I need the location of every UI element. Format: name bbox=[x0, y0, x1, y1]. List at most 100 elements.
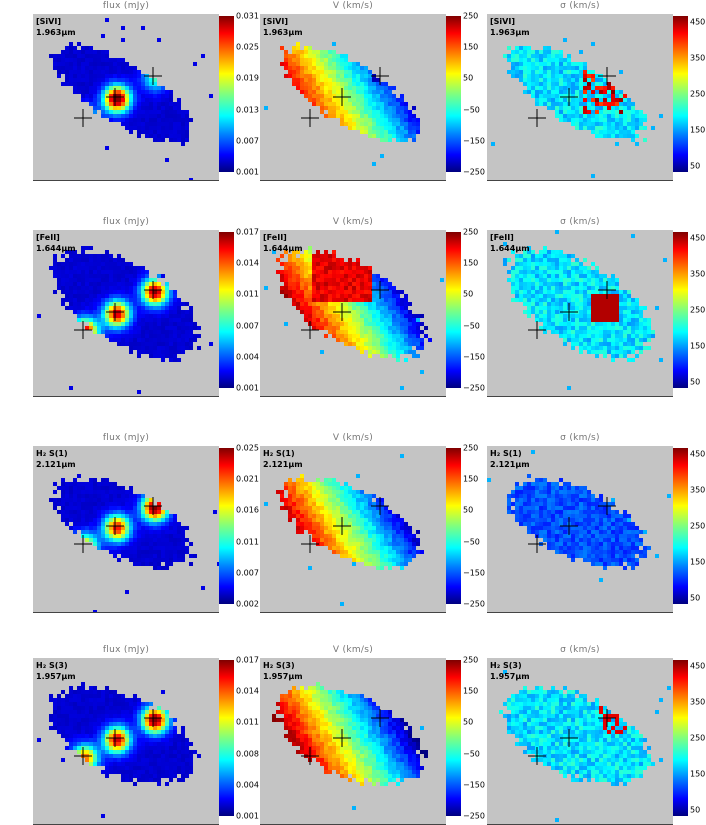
colorbar-tick-label: −250 bbox=[463, 599, 485, 609]
vel-map-panel: [FeII] 1.644μm bbox=[260, 230, 446, 396]
colorbar-tick-label: 50 bbox=[463, 289, 474, 299]
colorbar-tick-label: 350 bbox=[690, 269, 706, 279]
flux-colorbar bbox=[219, 232, 234, 388]
colorbar-tick-label: 0.001 bbox=[236, 383, 259, 393]
colorbar-tick-label: 350 bbox=[690, 53, 706, 63]
plus-cross-icon bbox=[598, 67, 616, 85]
flux-colorbar-ticks: 0.031 0.025 0.019 0.013 0.007 0.001 bbox=[236, 12, 270, 177]
wavelength-value: 1.963 bbox=[36, 28, 62, 37]
vel-column-title: V (km/s) bbox=[332, 433, 374, 443]
vel-colorbar bbox=[446, 232, 461, 388]
vel-colorbar-ticks: 250 150 50 −50 −150 −250 bbox=[463, 228, 497, 393]
flux-column-title: flux (mJy) bbox=[102, 433, 150, 443]
map-bottom-axis bbox=[33, 180, 219, 181]
colorbar-tick-label: 250 bbox=[463, 227, 479, 237]
colorbar-tick-label: −50 bbox=[463, 321, 480, 331]
colorbar-tick-label: 250 bbox=[690, 305, 706, 315]
map-bottom-axis bbox=[33, 612, 219, 613]
sigma-map-panel: H₂ S(3) 1.957μm bbox=[487, 658, 673, 824]
sigma-column-title: σ (km/s) bbox=[560, 1, 600, 11]
colorbar-tick-label: 350 bbox=[690, 697, 706, 707]
wavelength-value: 1.957 bbox=[263, 672, 289, 681]
colorbar-tick-label: 150 bbox=[690, 769, 706, 779]
line-name: H₂ S(3) bbox=[36, 661, 68, 670]
vel-map-image bbox=[264, 246, 444, 390]
line-name: H₂ S(1) bbox=[490, 449, 522, 458]
sigma-colorbar-ticks: 450 350 250 150 50 bbox=[690, 232, 706, 388]
colorbar-tick-label: 150 bbox=[463, 474, 479, 484]
plus-cross-icon bbox=[301, 535, 319, 553]
colorbar-tick-label: 250 bbox=[690, 89, 706, 99]
sigma-colorbar bbox=[673, 232, 688, 388]
map-bottom-axis bbox=[260, 396, 446, 397]
sigma-map-panel: [SiVI] 1.963μm bbox=[487, 14, 673, 180]
line-wavelength: 1.963μm bbox=[263, 27, 303, 38]
sigma-map-image bbox=[499, 670, 671, 822]
flux-colorbar-ticks: 0.017 0.014 0.011 0.007 0.004 0.001 bbox=[236, 228, 270, 393]
emission-line-label: [SiVI] 1.963μm bbox=[490, 16, 530, 38]
colorbar-tick-label: 0.004 bbox=[236, 780, 259, 790]
sigma-colorbar-ticks: 450 350 250 150 50 bbox=[690, 660, 706, 816]
plus-cross-icon bbox=[106, 88, 124, 106]
colorbar-tick-label: 150 bbox=[463, 258, 479, 268]
map-bottom-axis bbox=[487, 612, 673, 613]
flux-column-title: flux (mJy) bbox=[102, 1, 150, 11]
colorbar-tick-label: 0.025 bbox=[236, 443, 259, 453]
wavelength-unit: μm bbox=[515, 672, 530, 681]
colorbar-tick-label: 0.001 bbox=[236, 167, 259, 177]
line-wavelength: 1.957μm bbox=[263, 671, 303, 682]
emission-line-label: [FeII] 1.644μm bbox=[490, 232, 530, 254]
colorbar-tick-label: 0.011 bbox=[236, 289, 259, 299]
colorbar-tick-label: 350 bbox=[690, 485, 706, 495]
plus-cross-icon bbox=[371, 67, 389, 85]
line-name: [FeII] bbox=[263, 233, 287, 242]
flux-map-panel: H₂ S(3) 1.957μm bbox=[33, 658, 219, 824]
colorbar-tick-label: 0.011 bbox=[236, 717, 259, 727]
plus-cross-icon bbox=[106, 517, 124, 535]
sigma-colorbar bbox=[673, 660, 688, 816]
colorbar-tick-label: 0.011 bbox=[236, 537, 259, 547]
sigma-map-panel: [FeII] 1.644μm bbox=[487, 230, 673, 396]
colorbar-tick-label: 0.031 bbox=[236, 11, 259, 21]
flux-map-panel: [SiVI] 1.963μm bbox=[33, 14, 219, 180]
colorbar-tick-label: 0.001 bbox=[236, 811, 259, 821]
wavelength-value: 2.121 bbox=[263, 460, 289, 469]
sigma-colorbar-ticks: 450 350 250 150 50 bbox=[690, 16, 706, 172]
wavelength-unit: μm bbox=[61, 460, 76, 469]
sigma-map-image bbox=[491, 38, 663, 178]
plus-cross-icon bbox=[301, 747, 319, 765]
colorbar-tick-label: 250 bbox=[690, 521, 706, 531]
plus-cross-icon bbox=[144, 497, 162, 515]
colorbar-tick-label: −250 bbox=[463, 383, 485, 393]
colorbar-tick-label: 150 bbox=[463, 686, 479, 696]
plus-cross-icon bbox=[371, 281, 389, 299]
colorbar-tick-label: 0.013 bbox=[236, 105, 259, 115]
line-wavelength: 1.644μm bbox=[263, 243, 303, 254]
emission-line-label: H₂ S(3) 1.957μm bbox=[263, 660, 303, 682]
vel-colorbar-ticks: 250 150 50 −50 −150 −250 bbox=[463, 444, 497, 609]
emission-line-label: [FeII] 1.644μm bbox=[36, 232, 76, 254]
plus-cross-icon bbox=[333, 303, 351, 321]
plus-cross-icon bbox=[106, 303, 124, 321]
wavelength-unit: μm bbox=[61, 28, 76, 37]
line-name: H₂ S(1) bbox=[263, 449, 295, 458]
vel-map-image bbox=[264, 42, 420, 166]
sigma-colorbar bbox=[673, 448, 688, 604]
plus-cross-icon bbox=[144, 709, 162, 727]
line-name: H₂ S(3) bbox=[263, 661, 295, 670]
plus-cross-icon bbox=[301, 321, 319, 339]
colorbar-tick-label: 0.008 bbox=[236, 749, 259, 759]
wavelength-unit: μm bbox=[288, 672, 303, 681]
sigma-map-image bbox=[503, 230, 667, 390]
line-wavelength: 2.121μm bbox=[36, 459, 76, 470]
colorbar-tick-label: −150 bbox=[463, 780, 485, 790]
plus-cross-icon bbox=[333, 88, 351, 106]
plus-cross-icon bbox=[144, 281, 162, 299]
wavelength-value: 1.957 bbox=[36, 672, 62, 681]
vel-colorbar-ticks: 250 150 50 −50 −150 −250 bbox=[463, 656, 497, 821]
line-name: [FeII] bbox=[490, 233, 514, 242]
colorbar-tick-label: 0.014 bbox=[236, 258, 259, 268]
colorbar-tick-label: 0.017 bbox=[236, 227, 259, 237]
line-name: [SiVI] bbox=[36, 17, 61, 26]
